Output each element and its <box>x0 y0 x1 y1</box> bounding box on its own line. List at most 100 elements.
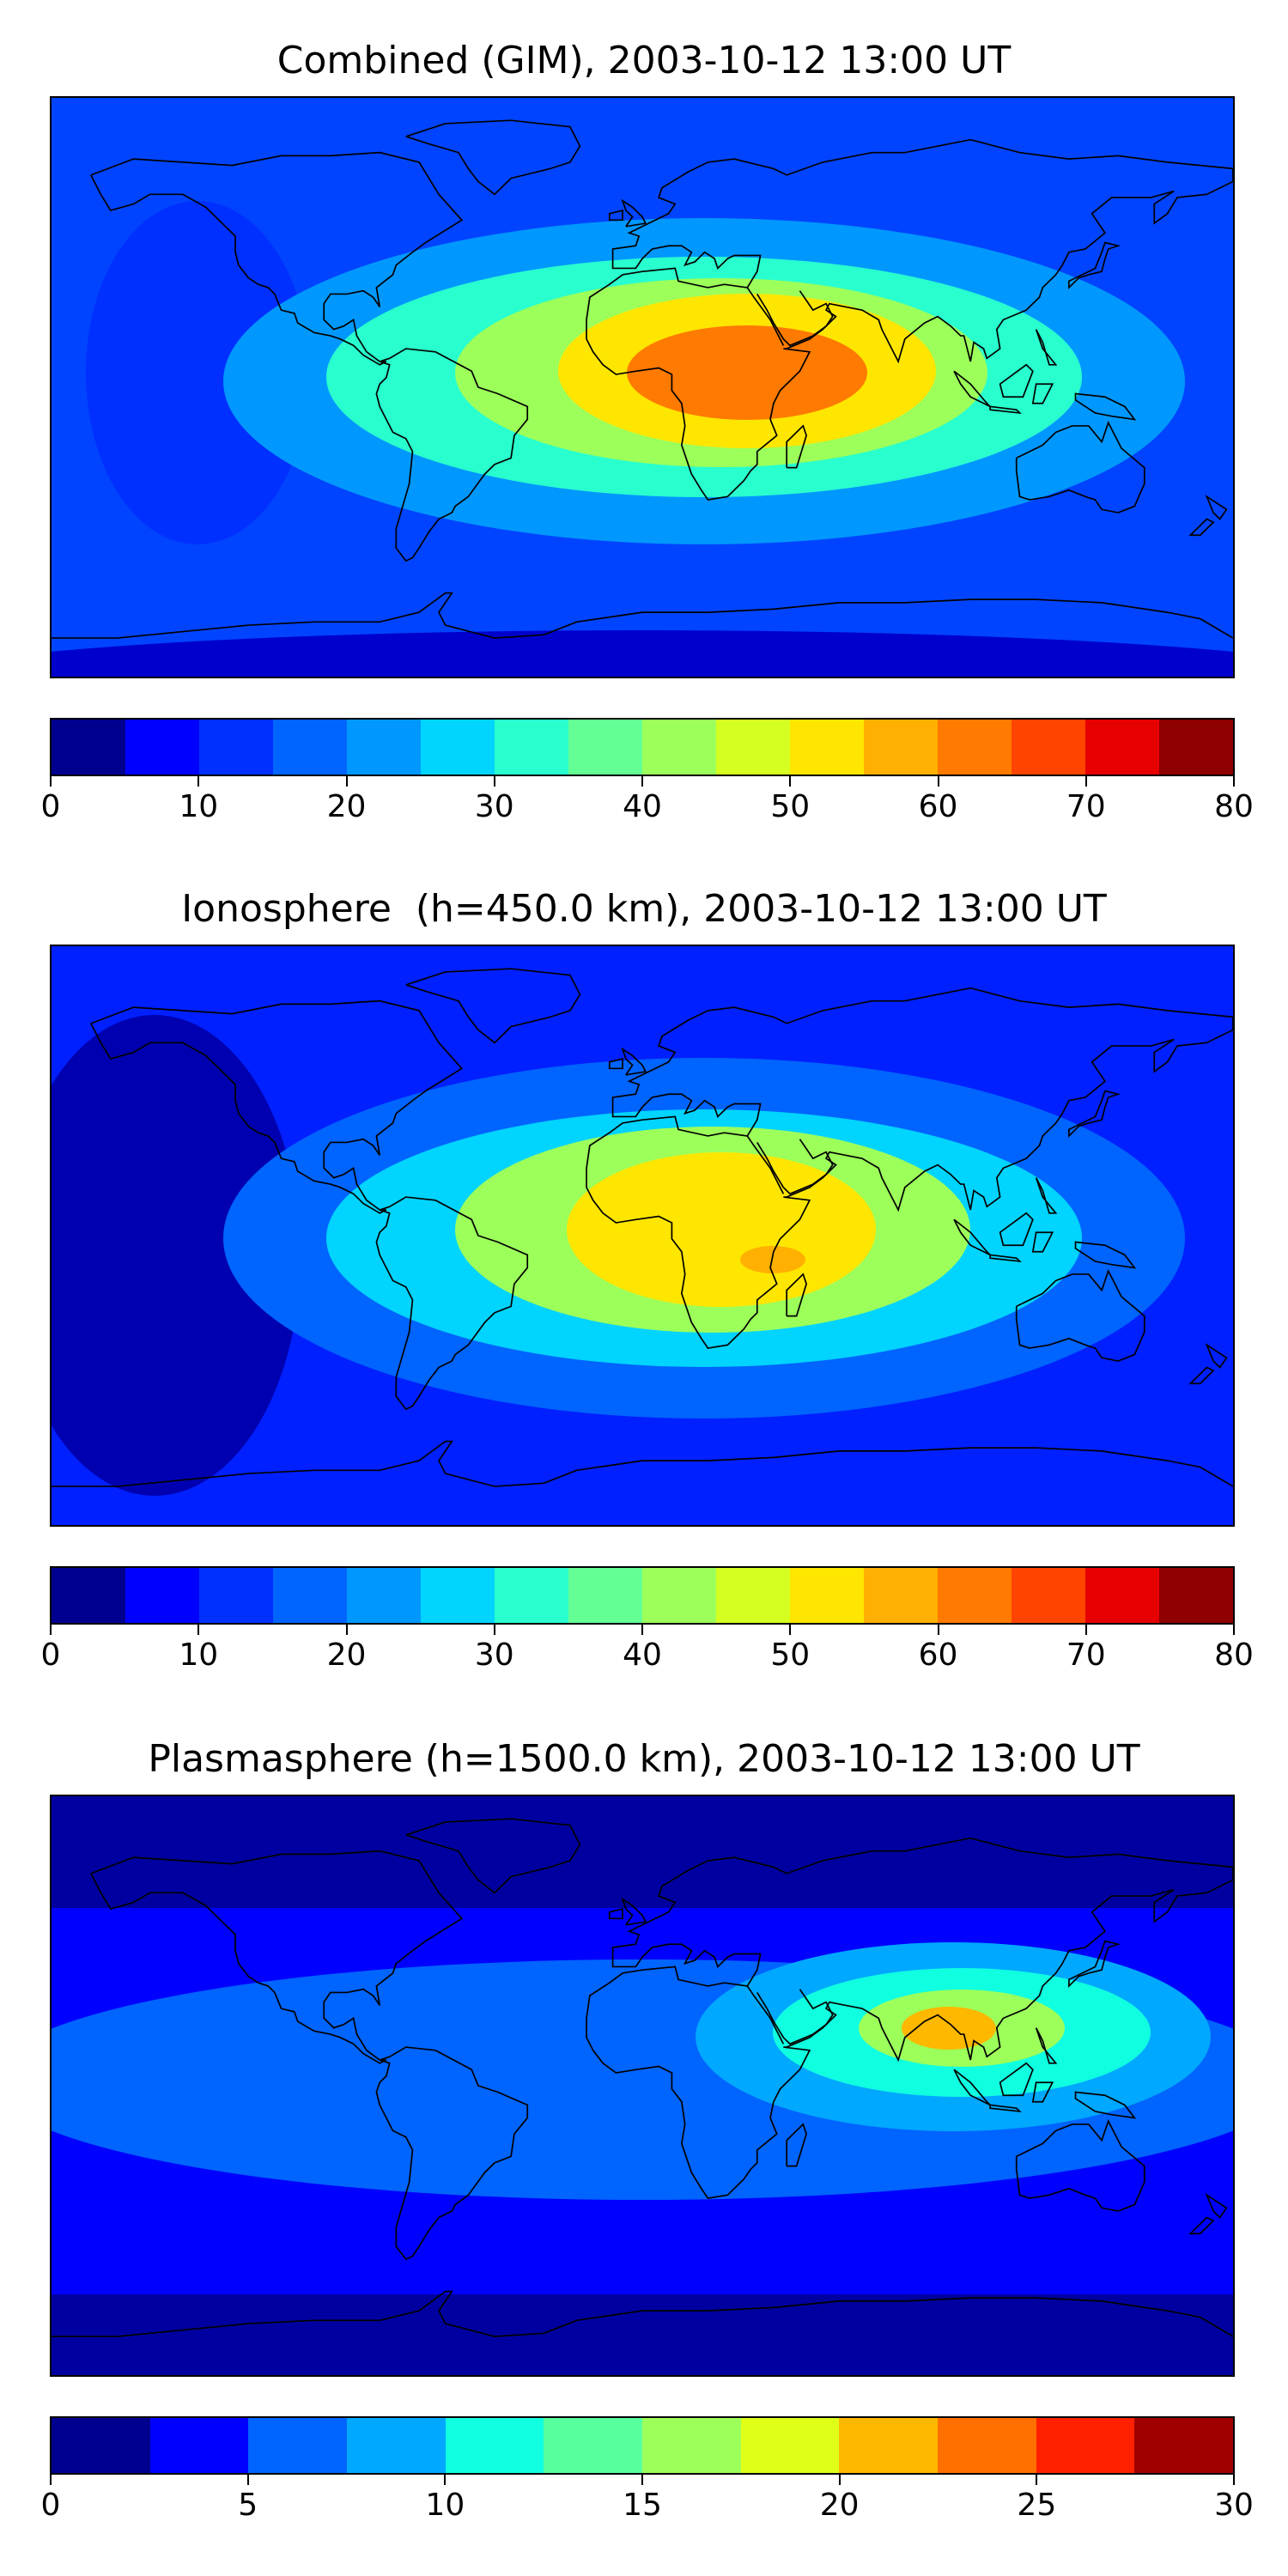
coast-madagascar <box>786 424 808 469</box>
colorbar-ticks-combined: 0 10 20 30 40 50 60 70 80 <box>41 776 1254 828</box>
coast-africa-eurasia <box>586 1837 1233 2199</box>
map-plasmasphere <box>50 1795 1235 2377</box>
colorbar-segment <box>1134 2418 1234 2473</box>
coast-madagascar <box>786 2123 808 2167</box>
colorbar-tick <box>1084 776 1087 787</box>
colorbar-tick <box>789 1625 792 1635</box>
colorbar-segment <box>495 1568 568 1623</box>
colorbar-plasmasphere <box>50 2416 1235 2475</box>
colorbar-ticks-plasmasphere: 0 5 10 15 20 25 30 <box>41 2475 1254 2526</box>
coast-indonesia <box>953 329 1137 421</box>
colorbar-segment <box>938 720 1012 775</box>
colorbar-ticks-ionosphere: 0 10 20 30 40 50 60 70 80 <box>41 1625 1254 1676</box>
colorbar-segment <box>568 720 642 775</box>
coast-arabia <box>756 290 834 347</box>
colorbar-segment <box>864 1568 938 1623</box>
coast-red-sea <box>746 287 785 346</box>
colorbar-tick <box>1233 1625 1235 1635</box>
colorbar-tick <box>641 776 643 787</box>
colorbar-tick-label: 60 <box>918 789 958 824</box>
colorbar-segment <box>1012 1568 1085 1623</box>
colorbar-tick-label: 40 <box>623 1637 662 1673</box>
africa-peak-orange <box>627 325 867 420</box>
colorbar-segment <box>52 720 125 775</box>
colorbar-tick <box>493 1625 495 1635</box>
colorbar-tick-label: 20 <box>326 1637 367 1673</box>
coast-arabia <box>756 1989 834 2045</box>
colorbar-segment <box>790 720 864 775</box>
colorbar-segment <box>1159 720 1233 775</box>
colorbar-tick <box>789 776 792 787</box>
colorbar-tick <box>444 2475 447 2485</box>
coast-greenland <box>405 119 581 196</box>
colorbar-combined <box>50 718 1235 776</box>
colorbar-segment <box>125 720 199 775</box>
colorbar-tick-label: 30 <box>474 789 514 824</box>
coast-antarctica <box>52 1440 1233 1487</box>
coast-antarctica <box>52 592 1233 639</box>
colorbar-segment <box>273 1568 347 1623</box>
colorbar-segment <box>790 1568 864 1623</box>
colorbar-segment <box>52 1568 125 1623</box>
colorbar-segment <box>642 2418 741 2473</box>
coast-new-zealand <box>1188 1343 1228 1385</box>
colorbar-tick-label: 25 <box>1017 2488 1057 2523</box>
colorbar-tick <box>197 1625 200 1635</box>
polar-south-band <box>52 2294 1233 2375</box>
coast-indonesia <box>953 1177 1137 1269</box>
colorbar-segment <box>1012 720 1085 775</box>
colorbar-tick <box>197 776 200 787</box>
colorbar-segment <box>1159 1568 1233 1623</box>
map-ionosphere <box>50 945 1235 1527</box>
colorbar-tick <box>246 2475 249 2485</box>
coast-antarctica <box>52 2290 1233 2337</box>
colorbar-tick-label: 0 <box>40 789 61 824</box>
colorbar-tick-label: 10 <box>179 1637 219 1673</box>
coast-north-america <box>90 1850 464 2064</box>
colorbar-segment <box>716 1568 790 1623</box>
coast-uk <box>608 1047 647 1076</box>
coast-africa-eurasia <box>586 138 1233 501</box>
coast-south-america <box>375 1196 529 1411</box>
panel-title-ionosphere: Ionosphere (h=450.0 km), 2003-10-12 13:0… <box>181 887 1107 931</box>
coast-australia <box>1015 1268 1145 1362</box>
coast-new-zealand <box>1188 495 1228 537</box>
colorbar-tick-label: 50 <box>770 789 811 824</box>
colorbar-segment <box>199 1568 273 1623</box>
colorbar-segment <box>248 2418 348 2473</box>
colorbar-segment <box>273 720 347 775</box>
panel-title-plasmasphere: Plasmasphere (h=1500.0 km), 2003-10-12 1… <box>148 1737 1140 1781</box>
colorbar-tick-label: 0 <box>40 2488 61 2523</box>
colorbar-segment <box>1085 1568 1159 1623</box>
coast-south-america <box>375 348 529 562</box>
coast-madagascar <box>786 1273 808 1317</box>
coast-africa-eurasia <box>586 987 1233 1349</box>
colorbar-tick-label: 80 <box>1214 1637 1254 1673</box>
colorbar-tick-label: 15 <box>623 2488 662 2523</box>
map-combined <box>50 96 1235 678</box>
colorbar-segment <box>544 2418 643 2473</box>
coastlines <box>52 1818 1233 2337</box>
colorbar-tick-label: 50 <box>770 1637 811 1673</box>
colorbar-tick <box>345 1625 348 1635</box>
colorbar-tick-label: 0 <box>40 1637 61 1673</box>
colorbar-segment <box>938 2418 1036 2473</box>
coast-north-america <box>90 999 464 1214</box>
colorbar-segment <box>347 720 421 775</box>
colorbar-tick <box>937 776 939 787</box>
coast-red-sea <box>746 1985 785 2044</box>
coast-australia <box>1015 420 1145 513</box>
coast-red-sea <box>746 1135 785 1194</box>
colorbar-tick <box>493 776 495 787</box>
colorbar-tick-label: 20 <box>326 789 367 824</box>
coastlines <box>52 119 1233 639</box>
colorbar-tick <box>641 1625 643 1635</box>
colorbar-tick-label: 30 <box>1214 2488 1254 2523</box>
colorbar-tick <box>345 776 348 787</box>
coast-arabia <box>756 1139 834 1195</box>
coast-japan <box>1068 241 1121 289</box>
colorbar-segment <box>199 720 273 775</box>
colorbar-tick-label: 10 <box>425 2488 465 2523</box>
pacific-west-low <box>86 201 309 544</box>
colorbar-segment <box>938 1568 1012 1623</box>
